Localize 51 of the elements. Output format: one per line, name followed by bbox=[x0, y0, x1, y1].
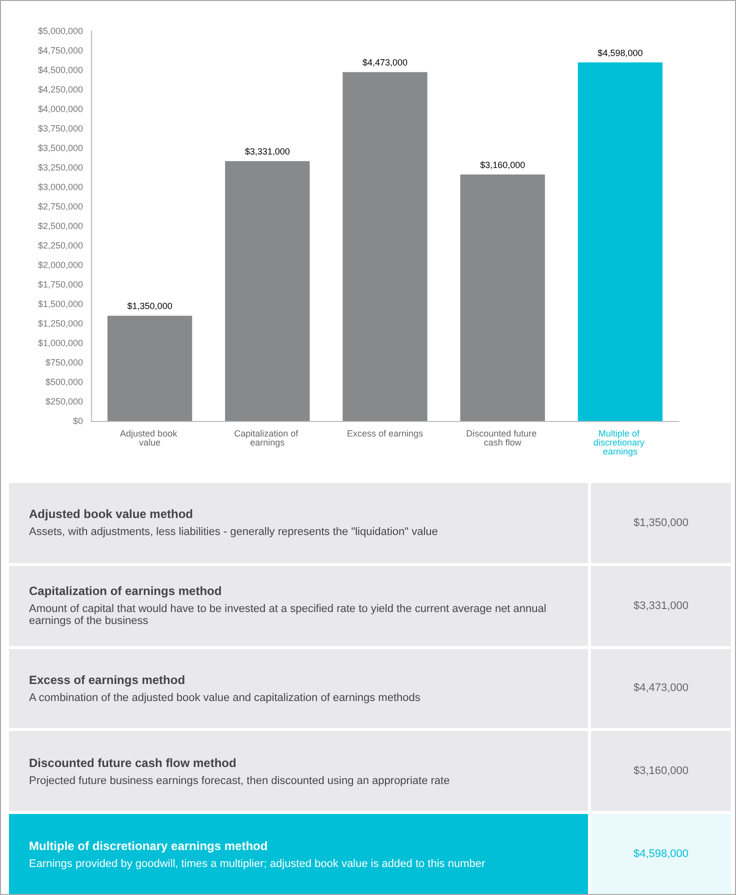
y-tick-label: $4,750,000 bbox=[38, 46, 83, 56]
bar bbox=[342, 72, 428, 421]
y-tick-label: $4,500,000 bbox=[38, 65, 83, 75]
y-tick-label: $4,000,000 bbox=[38, 104, 83, 114]
bar bbox=[107, 316, 192, 421]
y-tick-label: $1,250,000 bbox=[38, 318, 83, 328]
y-tick-label: $5,000,000 bbox=[38, 26, 83, 36]
data-label: $3,160,000 bbox=[480, 160, 526, 170]
text: $4,473,000 bbox=[633, 682, 689, 694]
y-tick-label: $1,750,000 bbox=[38, 280, 83, 290]
y-tick-label: $0 bbox=[72, 416, 83, 426]
data-label: $3,331,000 bbox=[244, 146, 290, 157]
text: $3,331,000 bbox=[633, 600, 689, 612]
y-tick-label: $1,500,000 bbox=[38, 299, 83, 309]
text: Amount of capital that would have to be invested at a specified rate to yield the current average net annual earnings of the business bbox=[29, 603, 548, 628]
x-tick-label: Capitalization of earnings bbox=[234, 428, 301, 448]
y-tick-label: $2,500,000 bbox=[38, 221, 83, 231]
text: Excess of earnings method bbox=[29, 672, 186, 687]
text: Multiple of discretionary earnings method bbox=[29, 838, 269, 853]
y-tick-label: $2,750,000 bbox=[38, 202, 83, 212]
y-tick-label: $2,250,000 bbox=[38, 240, 83, 250]
text: A combination of the adjusted book value and capitalization of earnings methods bbox=[29, 692, 422, 704]
text: Projected future business earnings forecast, then discounted using an appropriate rate bbox=[29, 774, 451, 787]
text: $3,160,000 bbox=[633, 765, 689, 778]
text: Assets, with adjustments, less liabilities - generally represents the "liquidation" value bbox=[29, 526, 439, 538]
bar bbox=[225, 161, 310, 421]
y-tick-label: $4,250,000 bbox=[38, 84, 83, 94]
text: Capitalization of earnings method bbox=[29, 584, 223, 598]
x-tick-label: Discounted future cash flow bbox=[466, 428, 540, 448]
x-tick-label: Adjusted book value bbox=[120, 428, 180, 448]
y-tick-label: $750,000 bbox=[45, 358, 83, 368]
y-tick-label: $3,750,000 bbox=[38, 124, 83, 134]
bar bbox=[460, 174, 545, 421]
text: $1,350,000 bbox=[633, 516, 689, 529]
x-tick-label: Multiple of discretionary earnings bbox=[593, 428, 647, 456]
y-tick-label: $3,500,000 bbox=[38, 143, 83, 153]
y-tick-label: $1,000,000 bbox=[38, 338, 83, 348]
data-label: $1,350,000 bbox=[127, 301, 172, 312]
text: Earnings provided by goodwill, times a multiplier; adjusted book value is added to this number bbox=[29, 858, 486, 870]
text: $4,598,000 bbox=[633, 848, 689, 860]
data-label: $4,598,000 bbox=[598, 48, 643, 58]
y-tick-label: $250,000 bbox=[45, 396, 83, 406]
y-tick-label: $2,000,000 bbox=[38, 260, 83, 270]
bar bbox=[578, 62, 663, 421]
data-label: $4,473,000 bbox=[362, 58, 408, 68]
y-tick-label: $3,250,000 bbox=[38, 162, 83, 172]
y-tick-label: $500,000 bbox=[45, 377, 83, 387]
x-tick-label: Excess of earnings bbox=[346, 428, 424, 438]
text: Discounted future cash flow method bbox=[29, 756, 238, 770]
text: Adjusted book value method bbox=[29, 507, 194, 522]
y-tick-label: $3,000,000 bbox=[38, 182, 83, 192]
